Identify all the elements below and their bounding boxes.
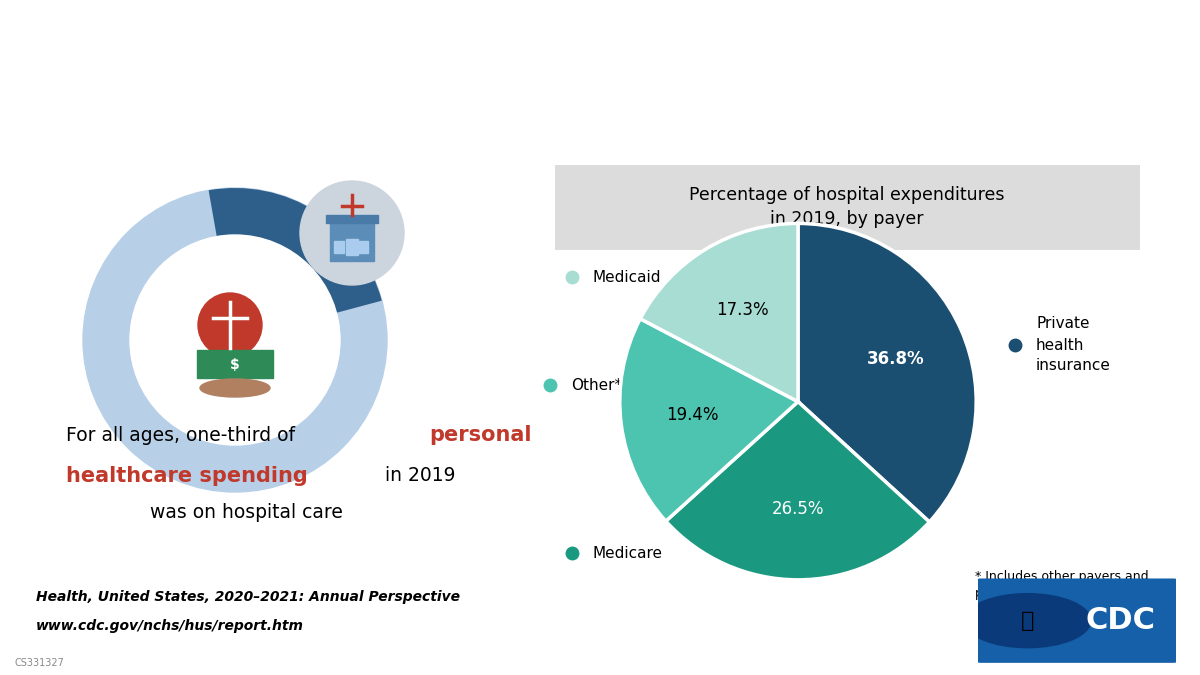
Bar bbox=[334, 241, 344, 253]
FancyBboxPatch shape bbox=[554, 165, 1140, 250]
Ellipse shape bbox=[200, 379, 270, 397]
FancyBboxPatch shape bbox=[972, 578, 1182, 663]
Bar bbox=[330, 223, 374, 261]
Text: $: $ bbox=[230, 358, 240, 372]
Text: 19.4%: 19.4% bbox=[666, 406, 718, 424]
Text: CDC: CDC bbox=[1086, 606, 1156, 635]
Wedge shape bbox=[666, 402, 930, 580]
Wedge shape bbox=[620, 319, 798, 521]
Text: 🦅: 🦅 bbox=[1021, 611, 1034, 630]
Wedge shape bbox=[209, 188, 382, 340]
Text: Private insurance pays the largest portion of hospital expenditures: Private insurance pays the largest porti… bbox=[46, 82, 1154, 110]
Text: * Includes other payers and
programs and self-pay.: * Includes other payers and programs and… bbox=[974, 570, 1148, 600]
Text: personal: personal bbox=[430, 425, 532, 446]
Circle shape bbox=[198, 293, 262, 357]
Circle shape bbox=[300, 181, 404, 285]
Text: Other*: Other* bbox=[571, 377, 622, 392]
Text: For all ages, one-third of: For all ages, one-third of bbox=[66, 426, 301, 445]
Text: 26.5%: 26.5% bbox=[772, 500, 824, 518]
Text: was on hospital care: was on hospital care bbox=[150, 504, 342, 522]
Text: 36.8%: 36.8% bbox=[868, 350, 925, 368]
Text: Medicare: Medicare bbox=[593, 545, 662, 560]
Text: Percentage of hospital expenditures
in 2019, by payer: Percentage of hospital expenditures in 2… bbox=[689, 186, 1004, 229]
Text: Health, United States, 2020–2021: Annual Perspective: Health, United States, 2020–2021: Annual… bbox=[36, 591, 460, 604]
Bar bbox=[326, 215, 378, 223]
Text: Medicaid: Medicaid bbox=[593, 269, 661, 284]
Text: in 2019: in 2019 bbox=[379, 466, 456, 485]
Text: 17.3%: 17.3% bbox=[716, 301, 769, 319]
Bar bbox=[358, 241, 368, 253]
Text: www.cdc.gov/nchs/hus/report.htm: www.cdc.gov/nchs/hus/report.htm bbox=[36, 620, 304, 633]
Text: healthcare spending: healthcare spending bbox=[66, 466, 307, 486]
Circle shape bbox=[964, 594, 1091, 648]
Wedge shape bbox=[798, 223, 976, 522]
Circle shape bbox=[83, 188, 386, 492]
Text: Private
health
insurance: Private health insurance bbox=[1036, 317, 1111, 373]
Text: CS331327: CS331327 bbox=[14, 658, 65, 668]
Bar bbox=[197, 350, 274, 378]
Circle shape bbox=[130, 235, 340, 445]
Bar bbox=[346, 239, 358, 255]
Wedge shape bbox=[641, 223, 798, 402]
